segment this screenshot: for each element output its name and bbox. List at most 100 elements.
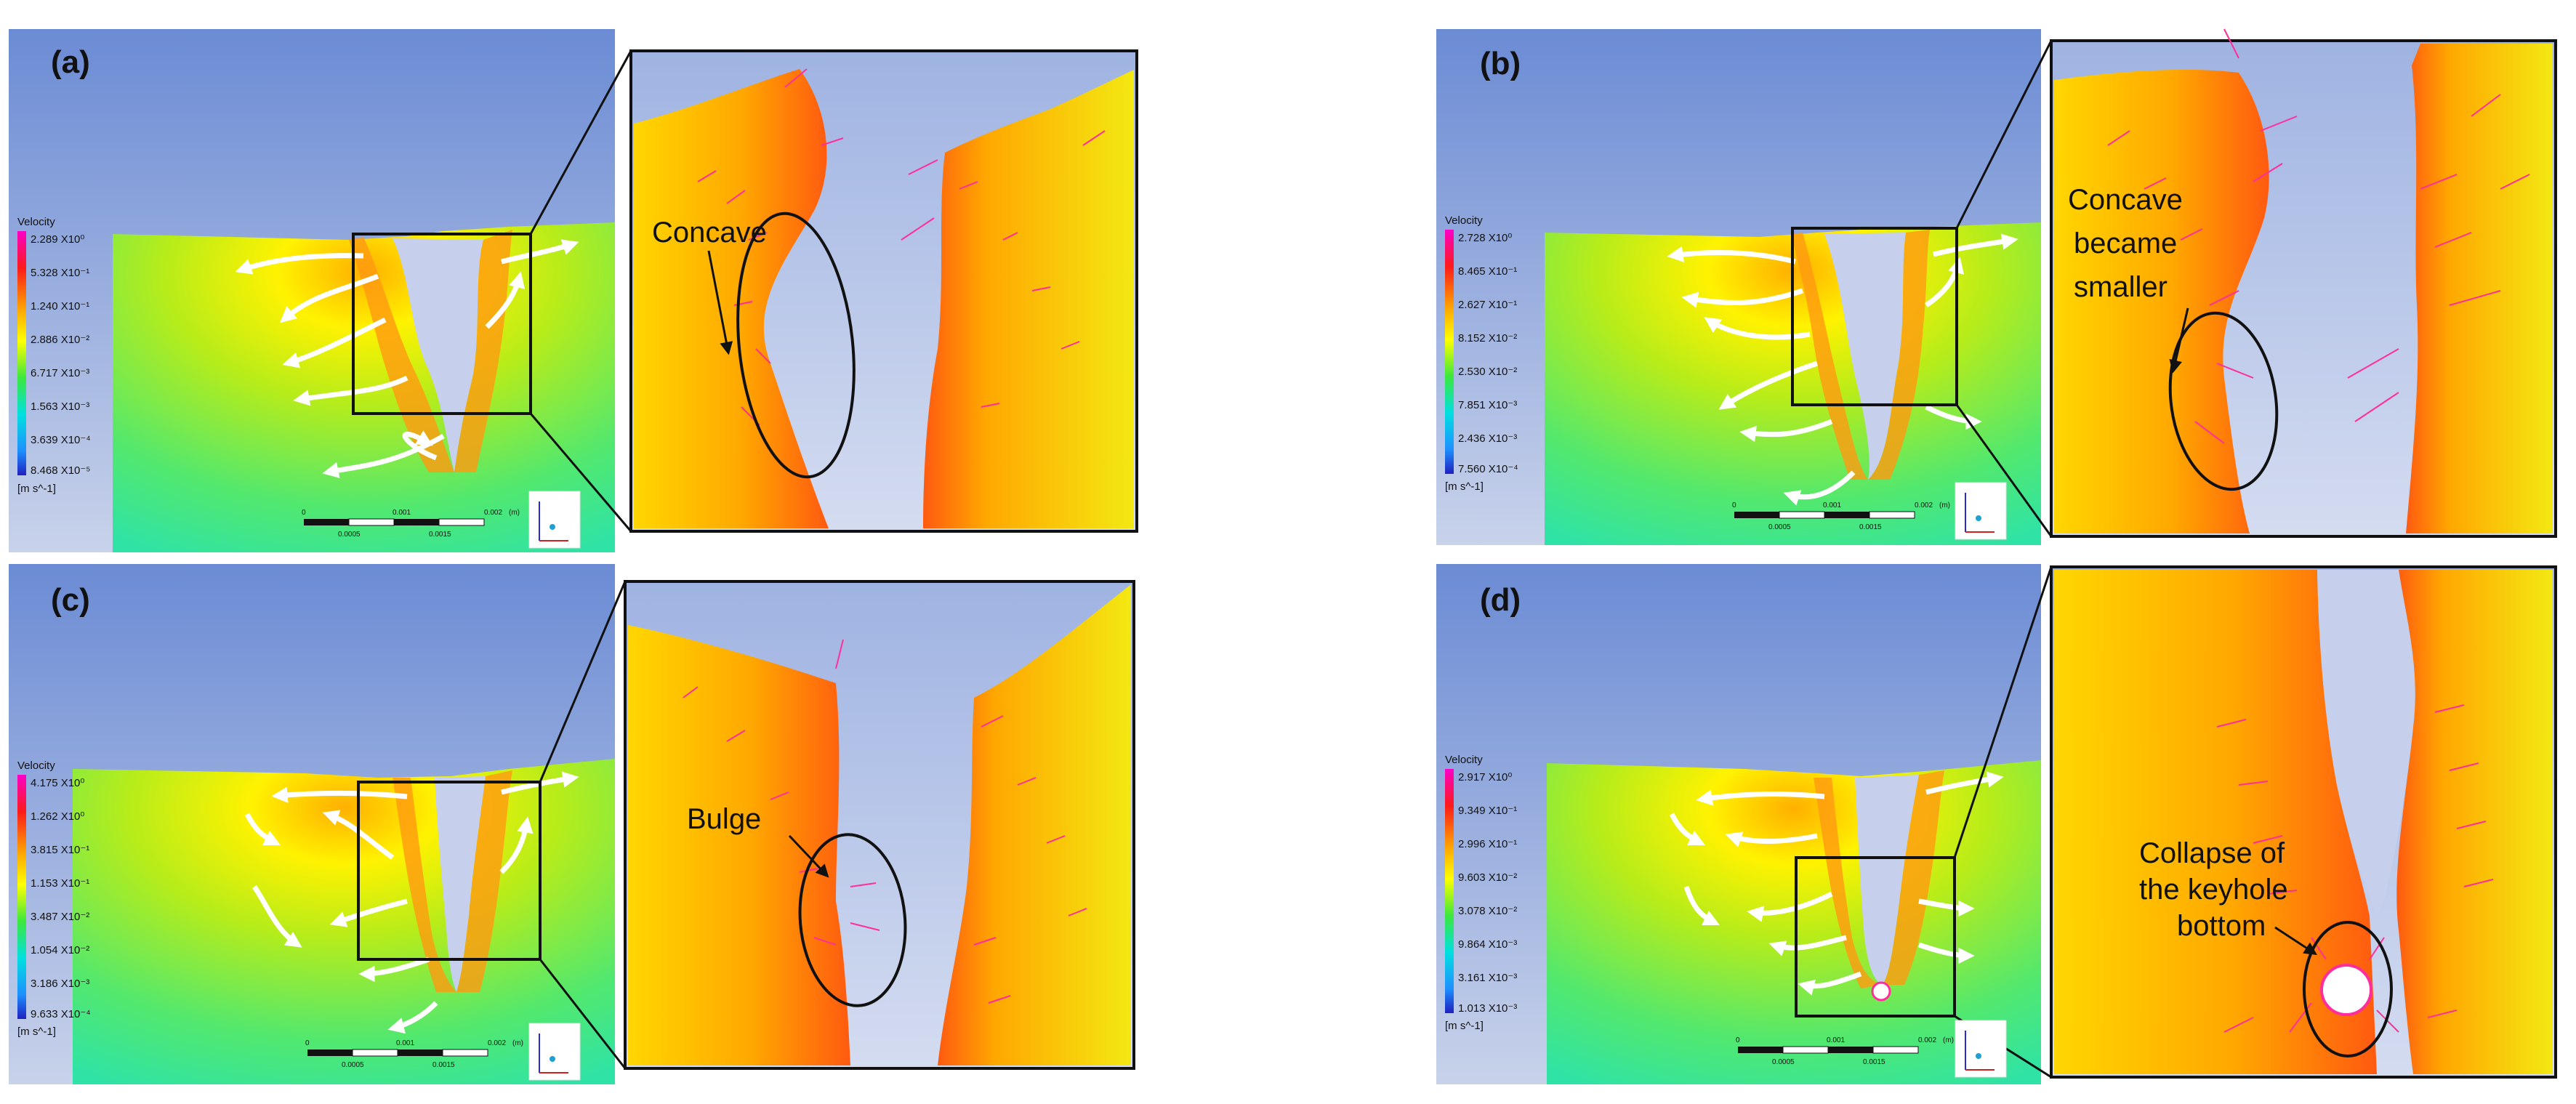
legend-tick: 1.153 X10⁻¹ xyxy=(31,877,89,890)
legend-tick: 1.240 X10⁻¹ xyxy=(31,300,89,313)
legend-tick: 8.152 X10⁻² xyxy=(1458,332,1517,345)
legend-tick: 2.289 X10⁰ xyxy=(31,233,84,246)
legend-tick: 5.328 X10⁻¹ xyxy=(31,267,89,279)
legend-tick: 4.175 X10⁰ xyxy=(31,777,84,789)
legend-tick: 3.186 X10⁻³ xyxy=(31,978,89,990)
annotation-label: Concave xyxy=(652,217,767,249)
annotation-pointer xyxy=(707,250,733,355)
zoom-left-wall xyxy=(2054,570,2377,1074)
highlight-ellipse xyxy=(736,211,856,479)
legend-tick: 2.728 X10⁰ xyxy=(1458,232,1512,244)
scale-label: 0.0005 xyxy=(1768,523,1791,531)
legend-tick: 1.262 X10⁰ xyxy=(31,810,84,823)
annotation-label: Concave xyxy=(2068,184,2183,216)
legend-tick: 8.468 X10⁻⁵ xyxy=(31,464,91,477)
collapse-bubble xyxy=(1871,981,1891,1002)
legend-tick: 9.864 X10⁻³ xyxy=(1458,938,1517,951)
zoom-right-wall xyxy=(923,70,1134,528)
legend-tick: 2.436 X10⁻³ xyxy=(1458,432,1517,445)
legend-tick: 9.633 X10⁻⁴ xyxy=(31,1008,91,1020)
legend-tick: 2.530 X10⁻² xyxy=(1458,366,1517,378)
scale-label: (m) xyxy=(1939,501,1950,509)
velocity-vectors xyxy=(683,639,1087,1004)
annotation-label: smaller xyxy=(2074,271,2168,303)
legend-unit: [m s^-1] xyxy=(1445,480,1484,493)
scale-label: 0 xyxy=(1732,501,1736,509)
legend-title: Velocity xyxy=(17,216,55,228)
scale-label: 0.0005 xyxy=(1772,1058,1795,1066)
keyhole-wall-left xyxy=(393,778,456,992)
zoom-right-wall xyxy=(2396,570,2553,1074)
scale-label: 0 xyxy=(1736,1036,1740,1044)
keyhole-wall-right xyxy=(1868,230,1930,480)
keyhole-wall-left xyxy=(1792,233,1868,480)
legend-colorbar xyxy=(17,231,26,475)
scale-label: 0.0015 xyxy=(1863,1058,1885,1066)
legend-colorbar xyxy=(1445,230,1454,474)
velocity-vectors xyxy=(697,68,1106,426)
zoom-left-wall xyxy=(2054,69,2269,534)
scale-label: (m) xyxy=(512,1039,523,1047)
zoom-right-wall xyxy=(2406,44,2553,533)
connector-bottom xyxy=(539,959,627,1069)
legend-tick: 1.013 X10⁻³ xyxy=(1458,1002,1517,1015)
legend-tick: 3.487 X10⁻² xyxy=(31,911,89,923)
scale-label: 0.0005 xyxy=(338,531,361,539)
flow-arrows xyxy=(1669,771,2004,996)
annotation-label: the keyhole xyxy=(2139,874,2288,906)
scale-bar: 0 0.001 0.002 (m) 0.0005 0.0015 xyxy=(302,509,520,539)
inset-box xyxy=(357,781,542,961)
keyhole-wall-left xyxy=(1814,778,1883,988)
legend-tick: 9.349 X10⁻¹ xyxy=(1458,805,1517,817)
legend-unit: [m s^-1] xyxy=(1445,1020,1484,1032)
legend-tick: 1.563 X10⁻³ xyxy=(31,400,89,413)
panel-d: Velocity 2.917 X10⁰ 9.349 X10⁻¹ 2.996 X1… xyxy=(1436,564,2557,1084)
panel-label: (d) xyxy=(1480,582,1521,618)
zoom-left-wall xyxy=(628,625,850,1065)
legend-tick: 7.851 X10⁻³ xyxy=(1458,399,1517,411)
annotation-label: bottom xyxy=(2177,910,2266,942)
scale-bar: 0 0.001 0.002 (m) 0.0005 0.0015 xyxy=(305,1039,523,1069)
axis-triad xyxy=(1955,482,2007,540)
inset-box xyxy=(1795,856,1956,1018)
legend-ticks: 2.728 X10⁰ 8.465 X10⁻¹ 2.627 X10⁻¹ 8.152… xyxy=(1458,232,1518,475)
legend-tick: 3.078 X10⁻² xyxy=(1458,905,1517,917)
scale-label: 0.002 xyxy=(1915,501,1933,509)
keyhole-cavity xyxy=(1855,775,1919,985)
zoom-right-wall xyxy=(938,584,1131,1065)
velocity-vectors xyxy=(2216,704,2494,1033)
keyhole-wall-right xyxy=(1883,770,1944,985)
annotation-label: became xyxy=(2074,227,2177,259)
axis-triad xyxy=(528,1023,581,1081)
legend-tick: 1.054 X10⁻² xyxy=(31,944,89,956)
scale-label: 0.0015 xyxy=(1859,523,1882,531)
legend-ticks: 2.289 X10⁰ 5.328 X10⁻¹ 1.240 X10⁻¹ 2.886… xyxy=(31,233,91,477)
panel-c: Velocity 4.175 X10⁰ 1.262 X10⁰ 3.815 X10… xyxy=(9,564,1135,1084)
legend-tick: 2.886 X10⁻² xyxy=(31,334,89,346)
panel-label: (b) xyxy=(1480,46,1521,81)
legend-tick: 2.917 X10⁰ xyxy=(1458,771,1512,783)
scale-label: 0.001 xyxy=(393,509,411,517)
scale-bar: 0 0.001 0.002 (m) 0.0005 0.0015 xyxy=(1736,1036,1954,1066)
legend-tick: 8.465 X10⁻¹ xyxy=(1458,265,1517,278)
panel-b: Velocity 2.728 X10⁰ 8.465 X10⁻¹ 2.627 X1… xyxy=(1436,28,2557,545)
keyhole-wall-right xyxy=(454,230,512,472)
legend-tick: 2.627 X10⁻¹ xyxy=(1458,299,1517,311)
collapse-bubble xyxy=(2320,964,2372,1016)
legend-colorbar xyxy=(1445,769,1454,1013)
connector-bottom xyxy=(1955,404,2053,537)
scale-bar: 0 0.001 0.002 (m) 0.0005 0.0015 xyxy=(1732,501,1950,531)
velocity-vectors xyxy=(2107,28,2530,444)
flow-arrows xyxy=(1667,233,2018,506)
connector-top xyxy=(529,50,632,235)
legend-tick: 3.639 X10⁻⁴ xyxy=(31,434,91,446)
legend-tick: 2.996 X10⁻¹ xyxy=(1458,838,1517,850)
zoom-left-wall xyxy=(634,69,829,528)
scale-label: 0.0015 xyxy=(432,1061,455,1069)
connector-top xyxy=(1953,566,2053,858)
scale-label: (m) xyxy=(1943,1036,1954,1044)
inset-box xyxy=(1791,227,1958,406)
keyhole-cavity xyxy=(435,776,486,992)
annotation-label: Collapse of xyxy=(2139,837,2285,869)
legend-unit: [m s^-1] xyxy=(17,483,56,495)
